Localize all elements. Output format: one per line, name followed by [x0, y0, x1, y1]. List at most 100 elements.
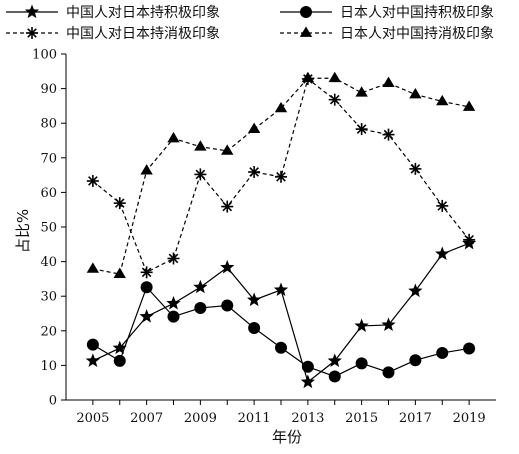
x-tick-label: 2011: [238, 411, 271, 426]
data-point: [140, 281, 153, 294]
data-point: [382, 128, 395, 141]
data-point: [300, 374, 316, 389]
data-point: [247, 122, 261, 133]
data-point: [436, 199, 449, 212]
y-tick-label: 90: [40, 82, 57, 97]
data-point: [381, 317, 396, 331]
y-tick-label: 40: [40, 255, 57, 270]
data-point: [221, 144, 234, 155]
y-tick-label: 100: [32, 48, 57, 63]
data-point: [355, 86, 368, 97]
y-tick-label: 70: [40, 151, 57, 166]
data-point: [328, 71, 341, 83]
data-point: [86, 174, 99, 187]
data-point: [463, 233, 476, 246]
y-tick-label: 60: [40, 186, 57, 201]
legend-item: 日本人对中国持积极印象: [280, 5, 494, 21]
series-4: [86, 71, 476, 278]
x-tick-label: 2013: [291, 411, 324, 426]
x-tick-label: 2017: [399, 411, 432, 426]
x-tick-label: 2015: [345, 411, 378, 426]
data-point: [382, 76, 395, 87]
y-tick-label: 50: [40, 221, 57, 236]
x-tick-label: 2007: [130, 411, 163, 426]
data-point: [409, 87, 422, 99]
data-point: [113, 267, 126, 278]
data-point: [113, 354, 126, 367]
data-point: [221, 299, 234, 312]
data-point: [301, 71, 315, 83]
legend-label: 中国人对日本持消极印象: [66, 26, 220, 42]
data-point: [301, 360, 314, 373]
data-point: [193, 279, 208, 294]
data-point: [409, 162, 422, 175]
data-point: [194, 140, 207, 151]
data-point: [140, 164, 153, 175]
data-point: [166, 295, 181, 310]
series-line: [92, 77, 470, 274]
data-point: [327, 353, 342, 367]
legend-item: 中国人对日本持积极印象: [6, 4, 220, 21]
data-point: [355, 357, 368, 370]
x-tick-label: 2005: [76, 411, 109, 426]
data-point: [273, 282, 289, 297]
series-line: [92, 77, 470, 275]
data-point: [139, 309, 154, 323]
legend-marker: [299, 26, 313, 37]
x-tick-label: 2019: [453, 411, 486, 426]
data-point: [409, 354, 422, 367]
legend-marker: [26, 27, 38, 39]
data-point: [167, 252, 180, 265]
data-point: [274, 101, 288, 113]
x-axis-title: 年份: [272, 428, 302, 446]
data-point: [328, 370, 341, 383]
data-point: [112, 340, 127, 355]
legend-marker: [300, 6, 312, 18]
data-point: [328, 93, 341, 106]
data-point: [462, 100, 476, 111]
data-point: [246, 292, 262, 307]
data-point: [382, 366, 395, 379]
x-tick-label: 2009: [184, 411, 217, 426]
data-point: [167, 310, 180, 323]
data-point: [194, 168, 207, 181]
y-tick-label: 0: [49, 394, 57, 409]
data-point: [355, 123, 368, 136]
series-2: [86, 281, 476, 383]
series-3: [86, 72, 476, 279]
data-point: [436, 346, 449, 359]
data-point: [167, 131, 180, 143]
y-tick-label: 80: [40, 117, 57, 132]
series-layer: [85, 71, 477, 389]
data-point: [275, 170, 287, 183]
axes: 0 10 20 30 40 50 60 70 80 90 100 2005 2007 2009 2011 20…: [14, 48, 496, 446]
y-tick-label: 10: [40, 359, 57, 374]
legend-label: 日本人对中国持消极印象: [340, 26, 494, 42]
data-point: [85, 353, 101, 367]
data-point: [113, 197, 126, 210]
legend-label: 中国人对日本持积极印象: [66, 5, 220, 21]
data-point: [436, 94, 449, 106]
data-point: [463, 342, 476, 355]
data-point: [275, 341, 287, 354]
data-point: [86, 262, 100, 273]
data-point: [354, 318, 369, 333]
data-point: [221, 200, 234, 213]
legend-item: 日本人对中国持消极印象: [280, 26, 494, 42]
y-tick-label: 20: [40, 324, 57, 339]
data-point: [248, 165, 261, 178]
data-point: [220, 259, 235, 274]
data-point: [86, 338, 99, 351]
data-point: [248, 322, 261, 335]
legend-label: 日本人对中国持积极印象: [340, 5, 494, 21]
y-tick-label: 30: [40, 290, 57, 305]
data-point: [194, 301, 207, 314]
data-point: [435, 246, 450, 261]
data-point: [408, 283, 423, 298]
legend-item: 中国人对日本持消极印象: [6, 26, 220, 42]
y-axis-title: 占比%: [14, 209, 32, 253]
legend-marker: [24, 4, 40, 19]
data-point: [140, 266, 153, 279]
